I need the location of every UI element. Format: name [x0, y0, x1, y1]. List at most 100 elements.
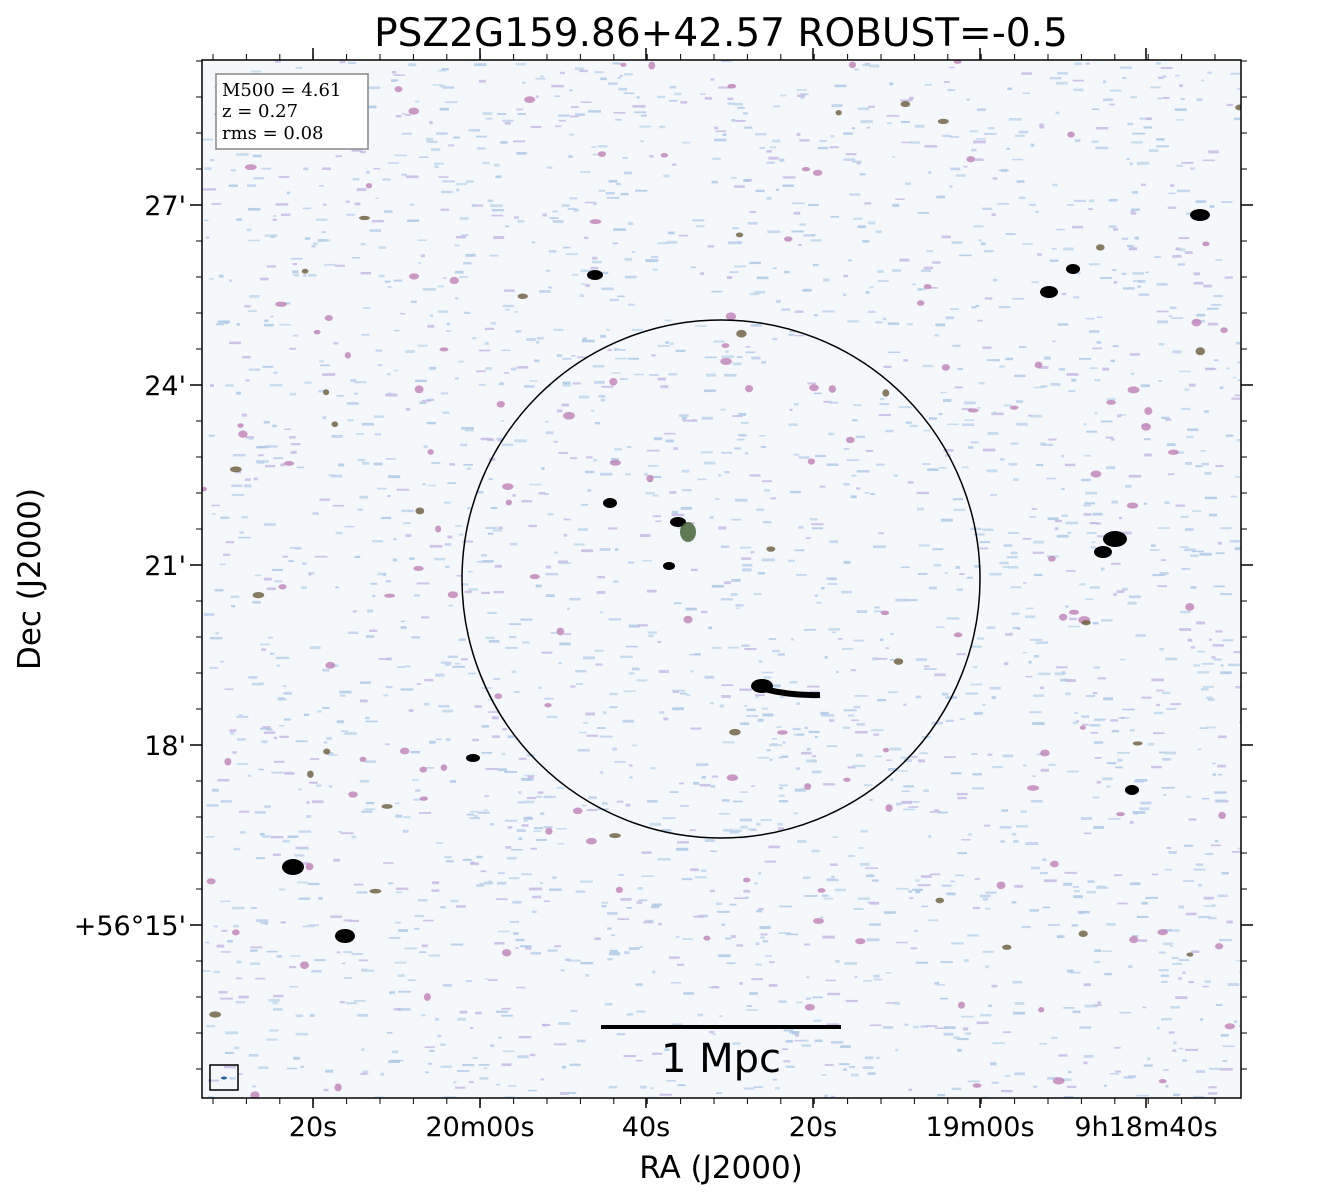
noise-streak — [900, 566, 910, 569]
noise-streak — [289, 965, 297, 969]
noise-streak — [360, 242, 366, 246]
noise-streak — [628, 764, 633, 767]
noise-streak — [918, 288, 927, 291]
noise-streak — [1167, 786, 1175, 789]
noise-streak — [992, 766, 1004, 769]
noise-streak — [1025, 607, 1034, 610]
noise-streak — [889, 82, 894, 86]
noise-streak — [1048, 763, 1056, 767]
noise-streak — [927, 287, 938, 289]
noise-streak — [1135, 634, 1147, 637]
noise-streak — [614, 347, 620, 350]
noise-streak — [913, 929, 919, 933]
noise-streak — [261, 167, 272, 170]
noise-streak — [413, 594, 420, 597]
noise-streak — [819, 140, 827, 143]
noise-streak — [701, 775, 706, 779]
noise-streak — [805, 759, 817, 763]
faint-source — [609, 459, 621, 466]
noise-streak — [854, 730, 868, 734]
faint-source — [880, 610, 890, 616]
noise-streak — [517, 801, 524, 804]
noise-streak — [444, 565, 451, 569]
noise-streak — [731, 518, 741, 521]
noise-streak — [347, 631, 359, 634]
noise-streak — [468, 129, 481, 132]
noise-streak — [460, 443, 468, 447]
noise-streak — [956, 588, 963, 591]
noise-streak — [632, 105, 646, 108]
noise-streak — [618, 87, 628, 91]
noise-streak — [1217, 894, 1228, 898]
noise-streak — [964, 1032, 971, 1035]
noise-streak — [1039, 1042, 1047, 1045]
noise-streak — [1083, 832, 1092, 835]
noise-streak — [311, 245, 316, 248]
noise-streak — [561, 204, 570, 208]
noise-streak — [1175, 996, 1188, 999]
noise-streak — [1052, 340, 1056, 343]
noise-streak — [1226, 103, 1234, 107]
noise-streak — [514, 691, 520, 693]
noise-streak — [887, 691, 899, 694]
noise-streak — [419, 951, 427, 953]
noise-streak — [711, 290, 723, 293]
noise-streak — [915, 961, 929, 964]
x-tick-label: 20s — [289, 1112, 337, 1143]
noise-streak — [821, 894, 829, 897]
noise-streak — [941, 235, 951, 239]
noise-streak — [711, 584, 725, 588]
noise-streak — [248, 438, 254, 440]
noise-streak — [974, 712, 981, 715]
noise-streak — [431, 461, 441, 465]
noise-streak — [1122, 287, 1135, 290]
noise-streak — [721, 355, 735, 359]
noise-streak — [295, 740, 308, 743]
noise-streak — [270, 315, 274, 318]
noise-streak — [1071, 378, 1077, 382]
noise-streak — [923, 429, 931, 432]
noise-streak — [724, 471, 730, 474]
noise-streak — [895, 598, 907, 602]
noise-streak — [300, 1065, 305, 1068]
noise-streak — [715, 902, 723, 906]
noise-streak — [427, 1062, 432, 1065]
faint-source — [615, 886, 624, 894]
noise-streak — [721, 60, 732, 63]
noise-streak — [1014, 884, 1023, 888]
noise-streak — [523, 385, 535, 388]
faint-source — [545, 827, 553, 835]
noise-streak — [1164, 868, 1173, 871]
noise-streak — [483, 809, 488, 812]
noise-streak — [586, 456, 593, 459]
noise-streak — [1215, 259, 1222, 262]
noise-streak — [619, 378, 628, 380]
noise-streak — [599, 735, 613, 738]
noise-streak — [260, 727, 271, 730]
noise-streak — [238, 810, 250, 813]
noise-streak — [392, 558, 398, 562]
noise-streak — [1073, 199, 1086, 202]
noise-streak — [905, 421, 912, 424]
noise-streak — [545, 572, 559, 576]
noise-streak — [420, 1014, 426, 1017]
noise-streak — [517, 113, 526, 115]
noise-streak — [744, 648, 757, 651]
noise-streak — [600, 399, 605, 402]
noise-streak — [518, 837, 523, 841]
noise-streak — [557, 114, 570, 117]
noise-streak — [613, 448, 622, 451]
noise-streak — [231, 605, 236, 608]
noise-streak — [497, 113, 507, 115]
noise-streak — [1120, 66, 1133, 69]
noise-streak — [1215, 1003, 1223, 1006]
noise-streak — [364, 808, 376, 811]
noise-streak — [465, 180, 474, 183]
noise-streak — [431, 889, 440, 892]
noise-streak — [1143, 1064, 1153, 1067]
noise-streak — [231, 484, 243, 488]
noise-streak — [1119, 414, 1126, 416]
noise-streak — [744, 126, 753, 129]
noise-streak — [570, 685, 576, 688]
noise-streak — [757, 572, 765, 575]
